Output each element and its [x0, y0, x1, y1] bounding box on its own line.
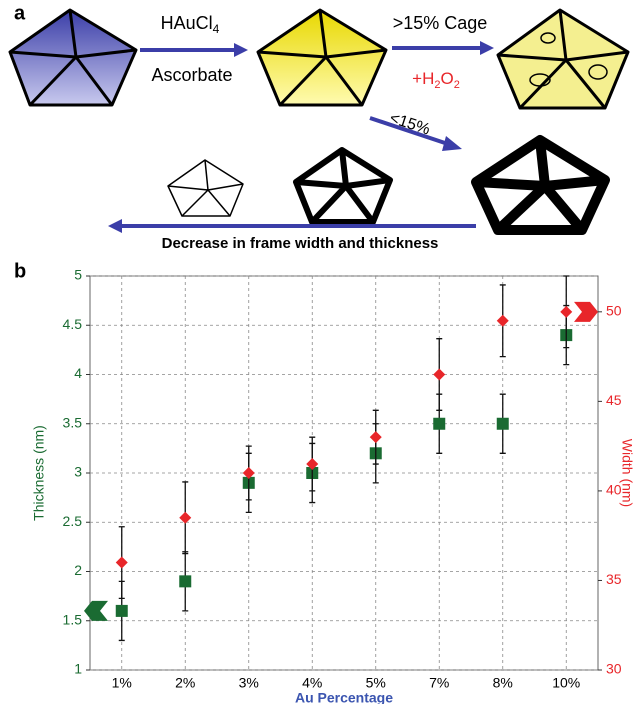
panel-label: a — [14, 2, 26, 24]
y2-tick-label: 50 — [606, 303, 622, 319]
y-tick-label: 2 — [74, 562, 82, 578]
oxidant: +H2O2 — [412, 69, 460, 90]
marker-square — [497, 418, 509, 430]
y-tick-label: 5 — [74, 267, 82, 283]
trend-label: Decrease in frame width and thickness — [162, 235, 439, 252]
x-tick-label: 2% — [175, 675, 195, 691]
pentagon-frames — [168, 140, 605, 230]
panel-label: b — [14, 260, 26, 282]
x-tick-label: 5% — [366, 675, 386, 691]
arrow-head — [108, 219, 122, 233]
marker-square — [433, 418, 445, 430]
y-tick-label: 4 — [74, 365, 82, 381]
y2-tick-label: 30 — [606, 661, 622, 677]
x-tick-label: 4% — [302, 675, 322, 691]
pentagon-yellow — [258, 10, 386, 105]
pentagon-blue — [10, 10, 136, 105]
y-tick-label: 1 — [74, 661, 82, 677]
y-tick-label: 3 — [74, 464, 82, 480]
arrow-head — [442, 136, 462, 151]
y-tick-label: 4.5 — [63, 316, 83, 332]
x-tick-label: 10% — [552, 675, 580, 691]
y2-tick-label: 35 — [606, 571, 622, 587]
x-tick-label: 8% — [493, 675, 513, 691]
oxidant-part: O — [440, 69, 453, 88]
reagent-sub: 4 — [213, 22, 220, 36]
reductant: Ascorbate — [151, 65, 232, 85]
y-tick-label: 2.5 — [63, 513, 83, 529]
y-tick-label: 3.5 — [63, 414, 83, 430]
reagent-text: HAuCl — [161, 13, 213, 33]
figure: a HAuCl4 Ascorbate >15% Cage +H2O2 <15% … — [0, 0, 638, 704]
x-tick-label: 7% — [429, 675, 449, 691]
y-axis-title: Thickness (nm) — [31, 425, 47, 521]
x-axis-title: Au Percentage — [295, 690, 393, 704]
pentagon-cage — [498, 10, 628, 108]
y2-axis-title: Width (nm) — [619, 439, 635, 507]
oxidant-sub: 2 — [454, 79, 460, 91]
marker-square — [179, 575, 191, 587]
arrow-head — [480, 41, 494, 55]
marker-square — [116, 605, 128, 617]
x-tick-label: 1% — [112, 675, 132, 691]
arrow-head — [234, 43, 248, 57]
reagent: HAuCl4 — [161, 13, 220, 36]
cage-label: >15% Cage — [393, 13, 488, 33]
x-tick-label: 3% — [239, 675, 259, 691]
y-tick-label: 1.5 — [63, 611, 83, 627]
oxidant-part: +H — [412, 69, 434, 88]
y2-tick-label: 45 — [606, 392, 622, 408]
